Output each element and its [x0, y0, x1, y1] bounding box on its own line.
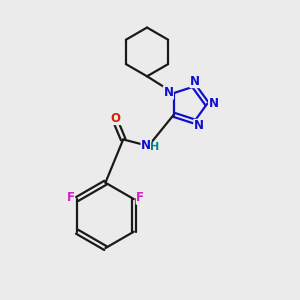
Text: F: F — [136, 191, 144, 204]
Text: O: O — [111, 112, 121, 124]
Text: N: N — [141, 140, 151, 152]
Text: H: H — [150, 142, 160, 152]
Text: N: N — [190, 75, 200, 88]
Text: N: N — [208, 98, 219, 110]
Text: F: F — [67, 191, 75, 204]
Text: N: N — [194, 119, 204, 132]
Text: N: N — [164, 86, 173, 99]
